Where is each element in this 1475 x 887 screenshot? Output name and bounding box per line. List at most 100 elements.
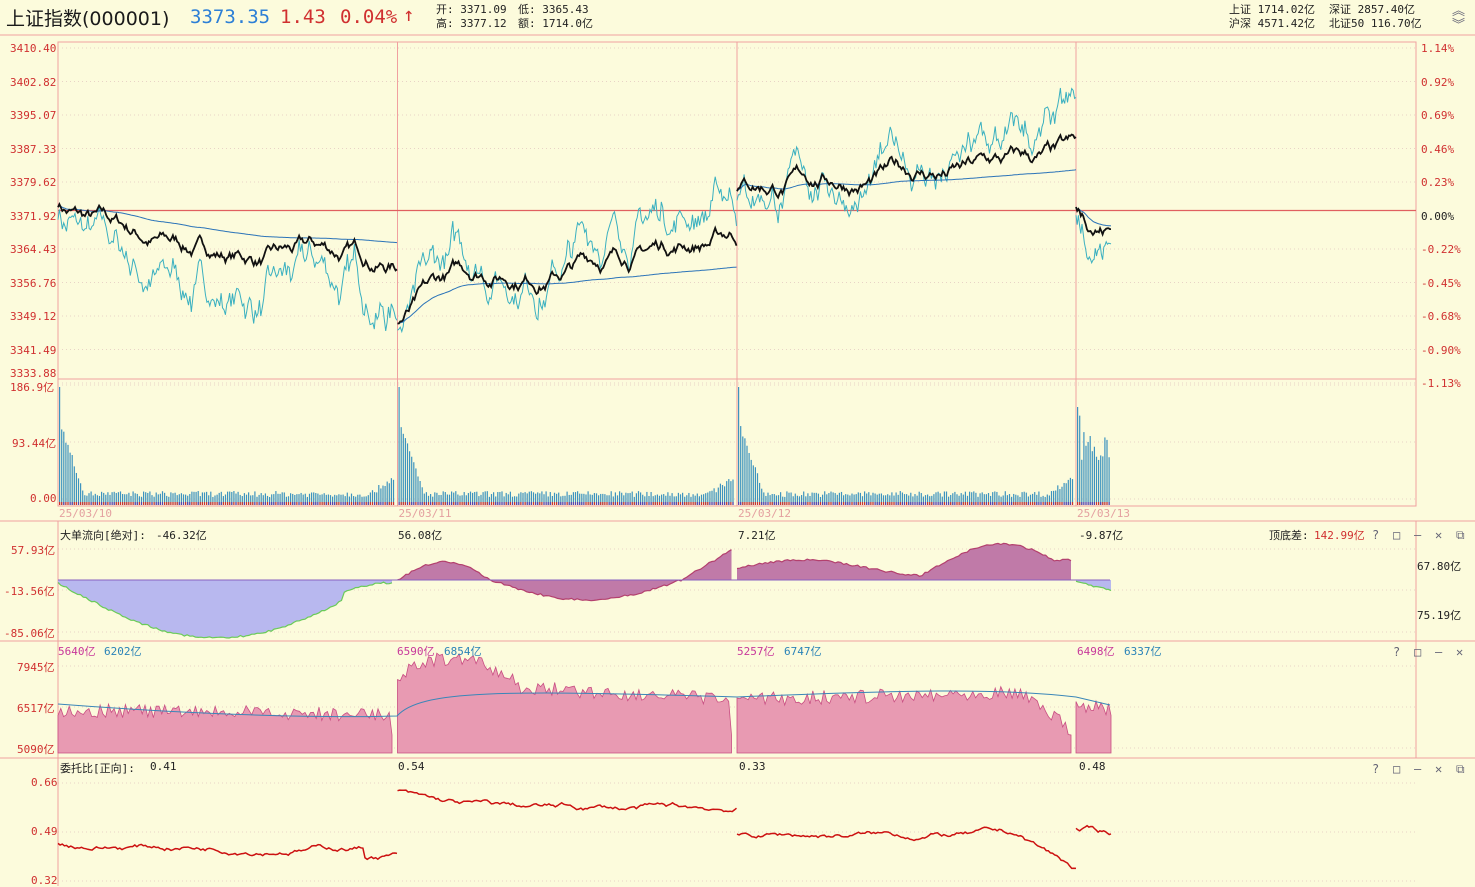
volume-bar bbox=[644, 496, 646, 505]
volume-bar bbox=[958, 495, 960, 505]
restore-icon[interactable]: ⧉ bbox=[1456, 762, 1465, 776]
volume-bar-base bbox=[840, 502, 843, 505]
min-icon[interactable]: — bbox=[1414, 528, 1422, 542]
volume-bar-base bbox=[63, 502, 65, 505]
volume-bar bbox=[130, 495, 132, 505]
amount-average-line bbox=[57, 690, 1111, 718]
volume-bar bbox=[859, 492, 861, 505]
volume-bar bbox=[705, 493, 707, 505]
volume-bar-base bbox=[524, 502, 526, 505]
volume-bar bbox=[568, 494, 570, 505]
volume-bar-base bbox=[765, 502, 767, 505]
volume-bar bbox=[1081, 459, 1083, 505]
volume-bar bbox=[767, 492, 769, 505]
min-icon[interactable]: — bbox=[1435, 645, 1443, 659]
volume-bar bbox=[661, 494, 663, 505]
min-icon[interactable]: — bbox=[1414, 762, 1422, 776]
help-icon[interactable]: ? bbox=[1393, 645, 1401, 659]
volume-bar bbox=[514, 496, 516, 505]
volume-bar bbox=[490, 494, 493, 505]
close-icon[interactable]: ✕ bbox=[1435, 762, 1443, 776]
volume-bar bbox=[906, 494, 908, 505]
volume-bar-base bbox=[878, 502, 880, 505]
sh-amount: 上证 1714.02亿 bbox=[1229, 3, 1315, 16]
volume-bar-base bbox=[726, 502, 728, 505]
volume-bar-base bbox=[1100, 502, 1102, 505]
volume-bar-base bbox=[709, 502, 711, 505]
volume-bar bbox=[511, 496, 514, 505]
volume-bar bbox=[172, 493, 174, 505]
volume-bar-base bbox=[279, 502, 281, 505]
volume-bar bbox=[656, 494, 658, 505]
volume-bar bbox=[371, 490, 374, 505]
flow-panel-title: 大单流向[绝对]: bbox=[60, 529, 146, 542]
volume-bar bbox=[715, 492, 717, 505]
volume-bar-base bbox=[92, 502, 94, 505]
volume-bar bbox=[688, 492, 690, 505]
volume-bar bbox=[625, 492, 627, 505]
volume-bar-base bbox=[532, 502, 535, 505]
volume-bar-base bbox=[365, 502, 367, 505]
volume-bar bbox=[1004, 491, 1006, 505]
volume-bar-base bbox=[1067, 502, 1069, 505]
help-icon[interactable]: ? bbox=[1372, 528, 1380, 542]
collapse-up-icon[interactable]: ︽ bbox=[1452, 4, 1466, 19]
max-icon[interactable]: □ bbox=[1414, 645, 1422, 659]
help-icon[interactable]: ? bbox=[1372, 762, 1380, 776]
price-tick-right: 1.14% bbox=[1421, 42, 1455, 55]
close-icon[interactable]: ✕ bbox=[1456, 645, 1464, 659]
volume-bar-base bbox=[430, 502, 432, 505]
volume-bar-base bbox=[807, 502, 809, 505]
collapse-down-icon[interactable]: ︾ bbox=[1452, 18, 1466, 33]
volume-bar bbox=[427, 495, 430, 505]
volume-bar bbox=[882, 495, 885, 505]
volume-bar bbox=[212, 496, 214, 505]
volume-bar-base bbox=[788, 502, 790, 505]
max-icon[interactable]: □ bbox=[1393, 762, 1401, 776]
low-stat: 低: 3365.43 bbox=[518, 3, 589, 16]
volume-bar bbox=[572, 492, 574, 505]
restore-icon[interactable]: ⧉ bbox=[1456, 528, 1465, 542]
volume-bar-base bbox=[679, 502, 682, 505]
volume-bar-base bbox=[69, 502, 71, 505]
amount-area bbox=[1075, 699, 1112, 754]
close-icon[interactable]: ✕ bbox=[1435, 528, 1443, 542]
price-tick-right: 0.92% bbox=[1421, 75, 1455, 89]
leading-index-line bbox=[1075, 215, 1112, 265]
volume-bar bbox=[608, 495, 610, 505]
volume-bar-base bbox=[174, 502, 176, 505]
volume-bar bbox=[409, 451, 411, 505]
volume-bar bbox=[105, 494, 107, 505]
max-icon[interactable]: □ bbox=[1393, 528, 1401, 542]
volume-bar-base bbox=[1053, 502, 1055, 505]
volume-bar-base bbox=[124, 502, 126, 505]
volume-bar bbox=[981, 492, 983, 505]
volume-bar-base bbox=[558, 502, 560, 505]
volume-bar-base bbox=[446, 502, 448, 505]
ratio-tick-bottom: 0.32 bbox=[31, 874, 58, 887]
volume-bar-base bbox=[1091, 502, 1093, 505]
volume-bar-base bbox=[1050, 502, 1053, 505]
volume-bar-base bbox=[744, 502, 746, 505]
volume-bar-base bbox=[495, 502, 497, 505]
volume-bar-base bbox=[189, 502, 191, 505]
volume-bar bbox=[966, 495, 969, 505]
volume-bar-base bbox=[161, 502, 164, 505]
volume-bar bbox=[336, 495, 338, 505]
volume-bar bbox=[369, 492, 371, 505]
volume-bar-base bbox=[334, 502, 336, 505]
volume-bar-base bbox=[245, 502, 248, 505]
volume-bar-base bbox=[945, 502, 948, 505]
volume-bar-base bbox=[140, 502, 143, 505]
volume-bar-base bbox=[570, 502, 572, 505]
volume-bar bbox=[101, 491, 103, 505]
volume-bar-base bbox=[258, 502, 260, 505]
volume-bar bbox=[143, 491, 145, 505]
volume-bar bbox=[1063, 482, 1065, 505]
volume-bar bbox=[459, 495, 461, 505]
volume-bar-base bbox=[269, 502, 271, 505]
volume-bar-base bbox=[556, 502, 558, 505]
volume-bar-base bbox=[197, 502, 199, 505]
volume-bar-base bbox=[985, 502, 987, 505]
